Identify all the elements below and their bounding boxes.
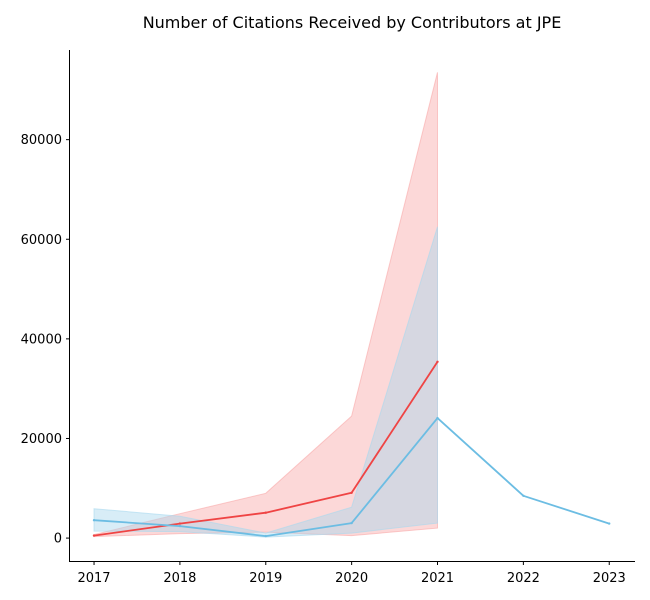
x-tick-label: 2021 <box>421 571 454 586</box>
y-tick-label: 60000 <box>21 233 62 248</box>
x-tick-label: 2018 <box>163 571 196 586</box>
y-axis-ticks: 0 20000 40000 60000 80000 <box>21 133 70 547</box>
data-point <box>608 522 611 525</box>
confidence-band-1 <box>93 72 438 538</box>
x-axis-ticks: 2017 2018 2019 2020 2021 2022 2023 <box>77 561 626 586</box>
series-lines <box>92 360 611 538</box>
y-tick-label: 20000 <box>21 432 62 447</box>
data-point <box>92 534 96 537</box>
data-point <box>350 491 353 494</box>
data-point <box>92 519 96 522</box>
x-tick-label: 2019 <box>249 571 282 586</box>
data-point <box>436 416 439 420</box>
x-tick-label: 2022 <box>507 571 540 586</box>
confidence-band-2 <box>93 226 438 538</box>
confidence-bands <box>93 72 438 538</box>
data-point <box>350 521 353 525</box>
data-point <box>522 494 525 497</box>
data-point <box>264 511 267 514</box>
data-point <box>178 524 182 528</box>
x-tick-label: 2020 <box>335 571 368 586</box>
data-point <box>264 534 267 538</box>
y-tick-label: 0 <box>54 532 62 547</box>
data-point <box>178 522 182 525</box>
chart-title: Number of Citations Received by Contribu… <box>143 13 562 32</box>
y-tick-label: 80000 <box>21 133 62 148</box>
data-point <box>436 360 439 363</box>
x-tick-label: 2023 <box>593 571 626 586</box>
y-tick-label: 40000 <box>21 332 62 347</box>
x-tick-label: 2017 <box>77 571 110 586</box>
